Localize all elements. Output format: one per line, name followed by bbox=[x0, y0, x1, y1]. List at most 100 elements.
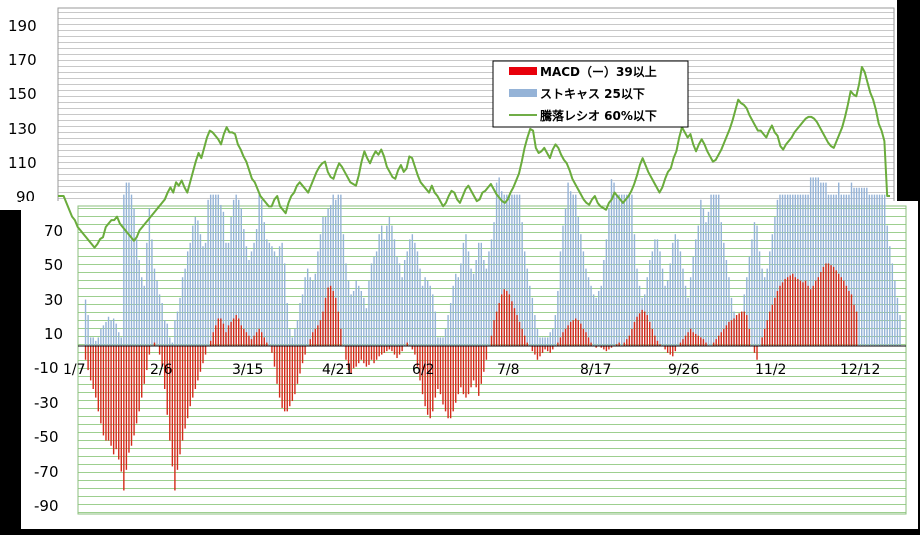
stochastic-bar bbox=[426, 280, 429, 346]
macd-bar bbox=[669, 346, 671, 355]
stochastic-bar bbox=[291, 337, 294, 346]
macd-bar bbox=[365, 346, 368, 367]
macd-bar bbox=[135, 346, 138, 424]
stochastic-bar bbox=[868, 194, 871, 346]
stochastic-bar bbox=[199, 234, 202, 346]
macd-bar bbox=[470, 346, 472, 388]
stochastic-bar bbox=[202, 246, 204, 346]
stochastic-bar bbox=[894, 280, 896, 346]
macd-bar bbox=[733, 318, 735, 346]
stochastic-bar bbox=[238, 199, 240, 346]
stochastic-bar bbox=[610, 179, 613, 346]
macd-bar bbox=[521, 328, 523, 346]
macd-bar bbox=[687, 332, 689, 346]
macd-bar bbox=[128, 346, 130, 453]
stochastic-bar bbox=[375, 251, 378, 346]
macd-bar bbox=[455, 346, 457, 403]
macd-bar bbox=[776, 290, 779, 346]
macd-bar bbox=[240, 325, 242, 346]
macd-bar bbox=[531, 346, 534, 352]
macd-bar bbox=[322, 311, 324, 346]
macd-bar bbox=[340, 328, 342, 346]
top-y-tick-label: 170 bbox=[8, 51, 37, 69]
stochastic-bar bbox=[204, 242, 207, 346]
macd-bar bbox=[815, 280, 817, 346]
macd-bar bbox=[718, 335, 720, 346]
stochastic-bar bbox=[194, 217, 197, 346]
macd-bar bbox=[692, 332, 694, 346]
macd-bar bbox=[220, 318, 222, 346]
stochastic-bar bbox=[700, 199, 702, 346]
bottom-y-tick-label: -10 bbox=[34, 359, 59, 377]
macd-bar bbox=[478, 346, 480, 396]
stochastic-bar bbox=[718, 194, 720, 346]
macd-bar bbox=[97, 346, 100, 412]
stochastic-bar bbox=[779, 194, 781, 346]
stochastic-bar bbox=[628, 194, 631, 346]
stochastic-bar bbox=[391, 225, 393, 346]
stochastic-bar bbox=[748, 256, 751, 346]
legend: MACD（ー）39以上 ストキャス 25以下 騰落レシオ 60%以下 bbox=[492, 60, 689, 128]
stochastic-bar bbox=[143, 285, 145, 346]
stochastic-bar bbox=[651, 251, 654, 346]
macd-bar bbox=[452, 346, 454, 412]
stochastic-bar bbox=[462, 242, 465, 346]
stochastic-bar bbox=[475, 260, 477, 346]
stochastic-bar bbox=[518, 194, 521, 346]
macd-bar bbox=[595, 346, 597, 348]
macd-bar bbox=[523, 335, 526, 346]
x-tick-label: 4/21 bbox=[322, 362, 353, 378]
stochastic-bar bbox=[534, 315, 536, 346]
macd-bar bbox=[503, 289, 505, 346]
macd-bar bbox=[222, 323, 225, 346]
macd-bar bbox=[643, 311, 646, 346]
macd-bar bbox=[684, 335, 687, 346]
macd-bar bbox=[215, 325, 217, 346]
macd-bar bbox=[564, 328, 567, 346]
stochastic-bar bbox=[406, 251, 408, 346]
stochastic-bar bbox=[495, 182, 498, 346]
top-y-tick-label: 110 bbox=[8, 154, 37, 172]
stochastic-bar bbox=[110, 320, 112, 346]
macd-bar bbox=[483, 346, 485, 372]
stochastic-bar bbox=[306, 268, 309, 346]
stochastic-bar bbox=[513, 194, 516, 346]
macd-bar bbox=[618, 342, 620, 346]
macd-bar bbox=[358, 346, 360, 364]
stochastic-bar bbox=[878, 194, 881, 346]
stochastic-bar bbox=[373, 256, 375, 346]
macd-bar bbox=[235, 315, 237, 346]
stochastic-bar bbox=[253, 242, 255, 346]
macd-bar bbox=[439, 346, 442, 395]
macd-bar bbox=[830, 265, 832, 346]
macd-bar bbox=[628, 335, 631, 346]
macd-bar bbox=[230, 321, 232, 346]
stochastic-bar bbox=[365, 308, 368, 346]
macd-bar bbox=[286, 346, 288, 412]
macd-bar bbox=[416, 346, 419, 367]
macd-bar bbox=[253, 335, 255, 346]
macd-bar bbox=[299, 346, 301, 374]
macd-bar bbox=[577, 320, 579, 346]
macd-bar bbox=[557, 342, 559, 346]
stochastic-bar bbox=[304, 277, 306, 346]
stochastic-bar bbox=[332, 194, 334, 346]
macd-bar bbox=[838, 273, 840, 346]
stochastic-bar bbox=[802, 194, 804, 346]
stochastic-bar bbox=[692, 256, 694, 346]
stochastic-bar bbox=[123, 194, 125, 346]
stochastic-bar bbox=[618, 194, 620, 346]
stochastic-bar bbox=[166, 323, 168, 346]
macd-bar bbox=[411, 346, 414, 350]
stochastic-bar bbox=[896, 297, 899, 346]
stochastic-bar bbox=[580, 234, 582, 346]
stochastic-bar bbox=[148, 208, 151, 346]
macd-bar bbox=[189, 346, 191, 407]
macd-bar bbox=[289, 346, 291, 407]
stochastic-bar bbox=[769, 251, 771, 346]
stochastic-bar bbox=[501, 191, 503, 346]
macd-bar bbox=[273, 346, 276, 367]
macd-bar bbox=[245, 332, 248, 346]
stochastic-bar bbox=[309, 277, 311, 346]
macd-bar bbox=[243, 328, 245, 346]
